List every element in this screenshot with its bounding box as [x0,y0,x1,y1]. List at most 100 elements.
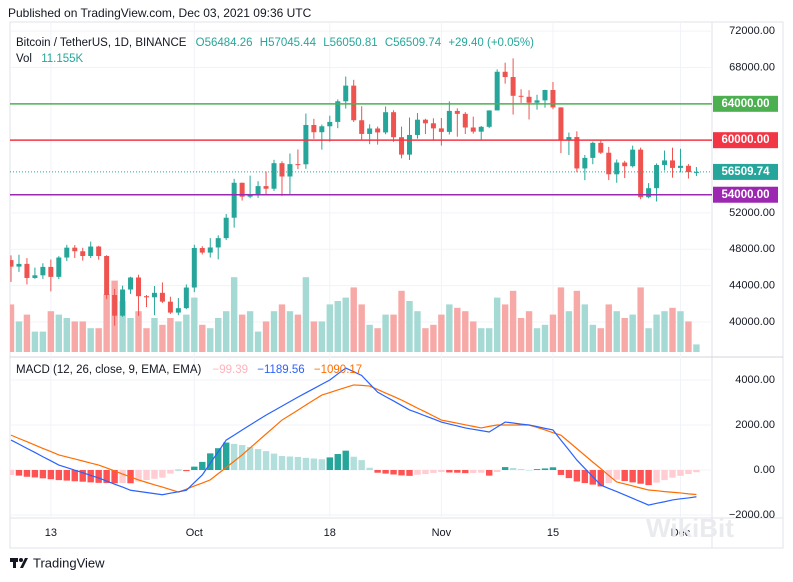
macd-histogram-bar [685,470,692,475]
macd-histogram-bar [175,469,182,471]
volume-bar [645,328,652,352]
level-label-box [713,95,778,112]
signal-line [10,384,697,496]
candle-body [223,217,229,239]
grid [10,22,712,518]
macd-histogram-bar [326,457,333,471]
volume-bar [493,297,501,352]
macd-histogram-bar [286,456,294,471]
macd-histogram-bar [103,470,110,484]
macd-histogram-bar [414,470,421,475]
candle-body [319,126,325,133]
candle-body [112,295,118,316]
volume-bar [119,301,126,352]
volume-bar [334,301,341,352]
macd-histogram-bar [143,470,150,481]
volume-bar [573,290,581,352]
macd-histogram-bar [645,470,652,486]
volume-bar [342,297,349,352]
candle-body [199,247,205,253]
volume-bar [71,321,78,352]
macd-histogram-bar [653,470,660,483]
macd-histogram-bar [238,445,246,471]
macd-last: −1189.56 [257,364,304,376]
candle-body [622,162,628,167]
candle-body [56,257,62,277]
macd-histogram-bar [15,470,23,476]
candle-body [367,128,373,134]
candle-body [462,113,468,128]
macd-histogram-bar [159,470,166,478]
volume-bar [207,328,214,352]
macd-histogram-bar [613,470,620,480]
volume-bar [358,304,365,352]
macd-histogram-bar [207,453,214,471]
symbol: Bitcoin / TetherUS, 1D, BINANCE [16,37,187,49]
candle-body [478,126,484,132]
volume-bar [621,318,628,352]
macd-histogram-bar [398,470,405,476]
candle-body [582,157,588,169]
last-price-box [713,163,778,180]
macd-histogram-bar [549,467,557,471]
volume-bar [302,277,310,352]
macd-legend: MACD (12, 26, close, 9, EMA, EMA) −99.39… [16,364,362,376]
candle-body [606,152,612,175]
macd-histogram-bar [597,470,604,487]
macd-title: MACD (12, 26, close, 9, EMA, EMA) [16,364,202,376]
histogram-last: −99.39 [213,364,249,376]
volume-name: Vol [16,53,32,65]
macd-histogram-bar [446,470,453,473]
macd-tick-label: 2000.00 [735,419,775,431]
y-tick-label: 40000.00 [729,316,775,328]
candle-body [327,121,333,127]
volume-bar [629,314,636,352]
close-value: C56509.74 [385,37,442,49]
candle-body [175,308,181,313]
candle-body [231,182,237,218]
volume-bar [438,314,445,352]
macd-histogram-bar [246,447,254,471]
logo-part [10,558,18,562]
macd-histogram-bar [430,470,437,473]
macd-histogram-bar [470,470,477,473]
volume-bar [501,304,509,352]
volume-bar [517,318,525,352]
candle-body [383,112,389,133]
volume-bar [47,311,55,352]
y-tick-label: 52000.00 [729,207,775,219]
macd-histogram-bar [23,470,31,477]
macd-histogram-bar [406,470,413,476]
volume-bar [605,304,612,352]
candle-body [693,171,699,173]
volume-bar [685,321,692,352]
macd-histogram-bar [525,470,533,471]
macd-histogram-bar [438,470,445,473]
macd-histogram-bar [661,470,668,481]
candle-body [430,123,436,129]
tradingview-logo [10,558,28,568]
candle-body [534,100,540,103]
candle-body [64,247,70,258]
candle-body [526,96,532,103]
logo-part [20,558,28,568]
macd-histogram-bar [677,470,684,476]
signal-last: −1090.17 [314,364,362,376]
candle-body [191,247,197,288]
candle-body [183,287,189,309]
volume-bar [462,311,469,352]
macd-histogram-bar [151,470,158,479]
volume-bar [238,314,246,352]
candle-body [646,188,652,198]
macd-histogram-bar [629,470,636,483]
candle-body [662,160,668,165]
volume-bar [230,277,238,352]
macd-histogram-bar [135,470,142,482]
volume-bar [366,324,373,352]
y-tick-label: 72000.00 [729,25,775,37]
volume-bar [167,318,174,352]
candle-body [654,164,660,189]
candle-body [40,266,46,276]
macd-histogram-bar [366,467,373,471]
